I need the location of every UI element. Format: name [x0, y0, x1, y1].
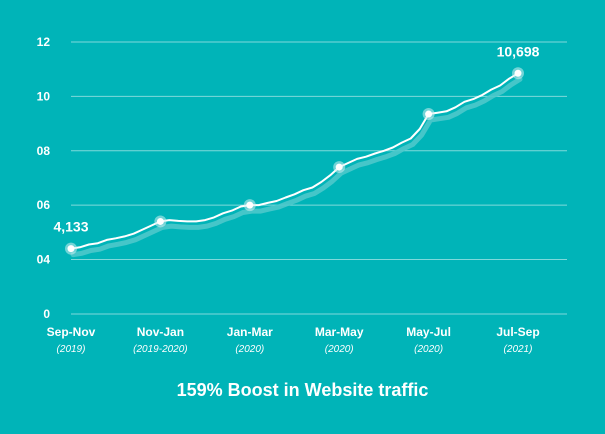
x-tick-sublabel: (2021): [504, 344, 533, 355]
y-tick-label: 06: [37, 198, 51, 212]
y-tick-label: 12: [37, 35, 51, 49]
annotation-layer: 4,133 10,698: [53, 43, 539, 234]
data-point: [425, 110, 433, 118]
x-tick-label: Sep-Nov: [47, 325, 96, 339]
grid-lines: [71, 41, 567, 315]
data-label: 4,133: [53, 219, 88, 235]
x-tick-sublabel: (2020): [414, 344, 443, 355]
y-tick-label: 08: [37, 144, 51, 158]
y-tick-label: 10: [37, 89, 51, 103]
x-tick-label: Nov-Jan: [137, 325, 184, 339]
y-tick-label: 04: [37, 253, 51, 267]
x-tick-label: Jul-Sep: [496, 325, 539, 339]
x-tick-sublabel: (2019-2020): [133, 344, 187, 355]
data-point: [156, 217, 164, 225]
series-line: [70, 72, 519, 250]
y-axis-ticks: 0 04 06 08 10 12: [37, 35, 51, 321]
y-tick-label: 0: [43, 307, 50, 321]
data-label: 10,698: [497, 43, 540, 59]
x-tick-sublabel: (2020): [325, 344, 354, 355]
series-layer: [70, 72, 523, 258]
data-point: [67, 245, 75, 253]
x-tick-sublabel: (2020): [235, 344, 264, 355]
data-point: [246, 201, 254, 209]
data-point: [335, 163, 343, 171]
x-tick-label: Jan-Mar: [227, 325, 273, 339]
x-axis-ticks: Sep-Nov (2019) Nov-Jan (2019-2020) Jan-Mar (2…: [47, 325, 540, 355]
x-tick-label: May-Jul: [406, 325, 451, 339]
series-shadow: [70, 76, 523, 258]
data-point: [514, 69, 522, 77]
marker-layer: [65, 67, 524, 255]
chart-caption: 159% Boost in Website traffic: [176, 380, 429, 400]
x-tick-label: Mar-May: [315, 325, 364, 339]
x-tick-sublabel: (2019): [57, 344, 86, 355]
